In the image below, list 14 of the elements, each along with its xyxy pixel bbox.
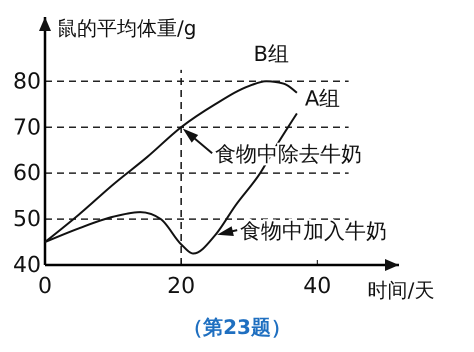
y-tick-label: 40 — [13, 253, 41, 278]
annotation: 食物中加入牛奶 — [240, 219, 388, 244]
y-axis-title: 鼠的平均体重/g — [57, 16, 196, 40]
text: （第23题） — [183, 315, 291, 339]
x-tick-label: 40 — [303, 274, 332, 299]
x-axis-title: 时间/天 — [368, 278, 434, 302]
series-label: B组 — [253, 42, 289, 66]
x-tick-label: 0 — [38, 274, 52, 299]
series-label: A组 — [304, 86, 340, 110]
x-tick-label: 20 — [167, 274, 196, 299]
y-tick-label: 60 — [13, 161, 41, 186]
y-tick-label: 80 — [13, 69, 41, 94]
y-tick-label: 70 — [13, 115, 41, 140]
y-tick-label: 50 — [13, 207, 41, 232]
